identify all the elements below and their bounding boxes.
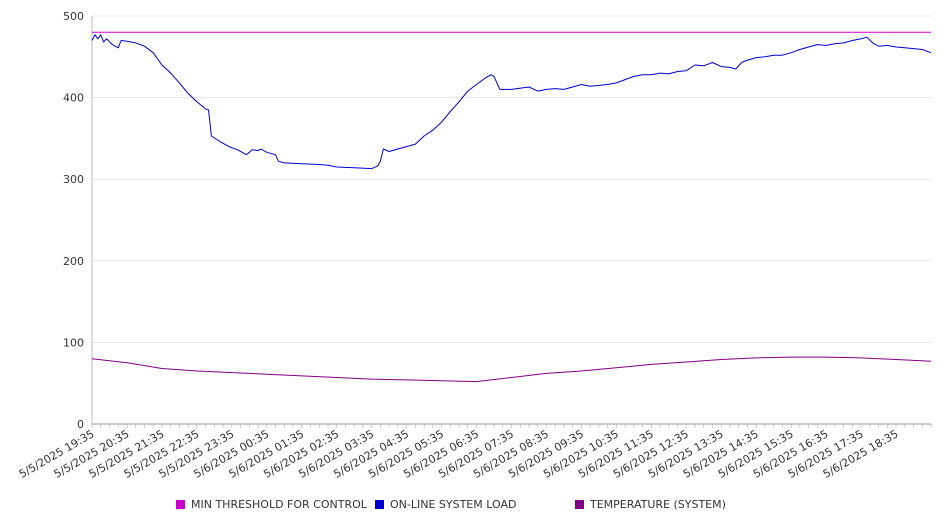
series-lines (91, 31, 932, 383)
legend-swatch (575, 500, 584, 509)
series-line-temperature (91, 356, 932, 383)
legend-swatch (176, 500, 185, 509)
line-chart: 0 100 200 300 400 500 5/5/2025 19:355/5/2025 … (17, 10, 932, 481)
legend-item-min-threshold: MIN THRESHOLD FOR CONTROL (176, 498, 367, 511)
grid-lines (92, 15, 931, 343)
legend: MIN THRESHOLD FOR CONTROL ON-LINE SYSTEM … (0, 498, 946, 514)
legend-label: ON-LINE SYSTEM LOAD (390, 498, 517, 511)
legend-label: MIN THRESHOLD FOR CONTROL (191, 498, 367, 511)
series-line-online-system-load (91, 34, 932, 170)
legend-swatch (375, 500, 384, 509)
y-tick-label: 300 (63, 173, 84, 186)
y-tick-label: 400 (63, 92, 84, 105)
legend-item-online-system-load: ON-LINE SYSTEM LOAD (375, 498, 516, 511)
y-tick-label: 100 (63, 336, 84, 349)
legend-item-temperature: TEMPERATURE (SYSTEM) (575, 498, 726, 511)
y-axis: 0 100 200 300 400 500 (63, 10, 93, 431)
legend-label: TEMPERATURE (SYSTEM) (590, 498, 726, 511)
y-tick-label: 200 (63, 255, 84, 268)
y-tick-label: 500 (63, 10, 84, 23)
x-axis: 5/5/2025 19:355/5/2025 20:355/5/2025 21:… (17, 423, 932, 481)
y-tick-label: 0 (77, 418, 84, 431)
